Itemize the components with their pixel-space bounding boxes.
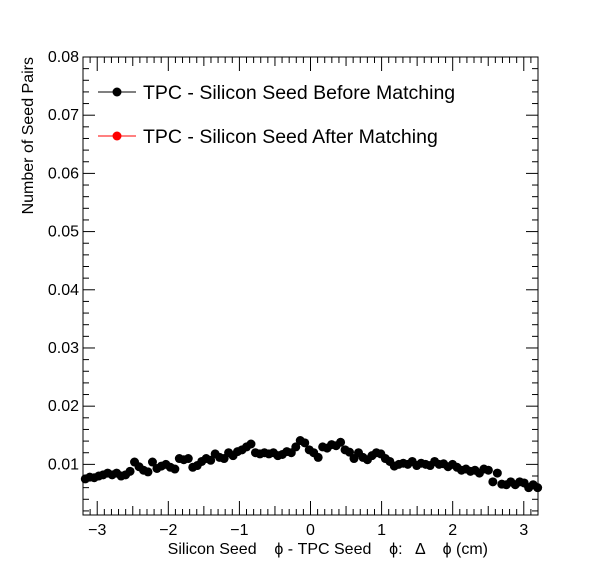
y-tick-label: 0.08 <box>48 49 79 66</box>
data-point <box>483 465 493 475</box>
x-tick-label: −2 <box>159 522 177 539</box>
x-tick-label: 3 <box>519 522 528 539</box>
data-points <box>80 436 543 493</box>
x-axis-label: Silicon Seed ϕ - TPC Seed ϕ: Δ ϕ (cm) <box>168 541 488 558</box>
y-tick-label: 0.05 <box>48 224 79 241</box>
x-axis-ticks: −3 −2 −1 0 1 2 3 <box>82 57 539 539</box>
data-point <box>533 483 543 493</box>
data-point <box>336 437 346 447</box>
y-tick-label: 0.06 <box>48 165 79 182</box>
data-point <box>147 457 157 467</box>
y-axis-label: Number of Seed Pairs <box>20 57 37 214</box>
data-point <box>345 447 355 457</box>
y-tick-label: 0.03 <box>48 340 79 357</box>
x-tick-label: −3 <box>88 522 106 539</box>
data-point <box>170 464 180 474</box>
data-point <box>183 454 193 464</box>
data-point <box>143 467 153 477</box>
y-tick-label: 0.02 <box>48 398 79 415</box>
x-tick-label: 2 <box>448 522 457 539</box>
data-point <box>125 466 135 476</box>
y-axis-ticks: 0.01 0.02 0.03 0.04 0.05 0.06 0.07 0.08 <box>48 49 538 512</box>
x-tick-label: −1 <box>230 522 248 539</box>
legend-marker <box>112 87 122 97</box>
data-point <box>300 438 310 448</box>
legend: TPC - Silicon Seed Before Matching TPC - … <box>98 82 455 148</box>
data-point <box>313 452 323 462</box>
y-tick-label: 0.01 <box>48 456 79 473</box>
data-point <box>291 442 301 452</box>
legend-label: TPC - Silicon Seed After Matching <box>143 126 438 148</box>
legend-marker <box>112 131 122 141</box>
x-tick-label: 0 <box>306 522 315 539</box>
data-point <box>492 468 502 478</box>
data-point <box>206 455 216 465</box>
x-tick-label: 1 <box>377 522 386 539</box>
data-point <box>488 477 498 487</box>
data-point <box>246 439 256 449</box>
legend-label: TPC - Silicon Seed Before Matching <box>143 82 455 104</box>
y-tick-label: 0.04 <box>48 282 79 299</box>
y-tick-label: 0.07 <box>48 107 79 124</box>
